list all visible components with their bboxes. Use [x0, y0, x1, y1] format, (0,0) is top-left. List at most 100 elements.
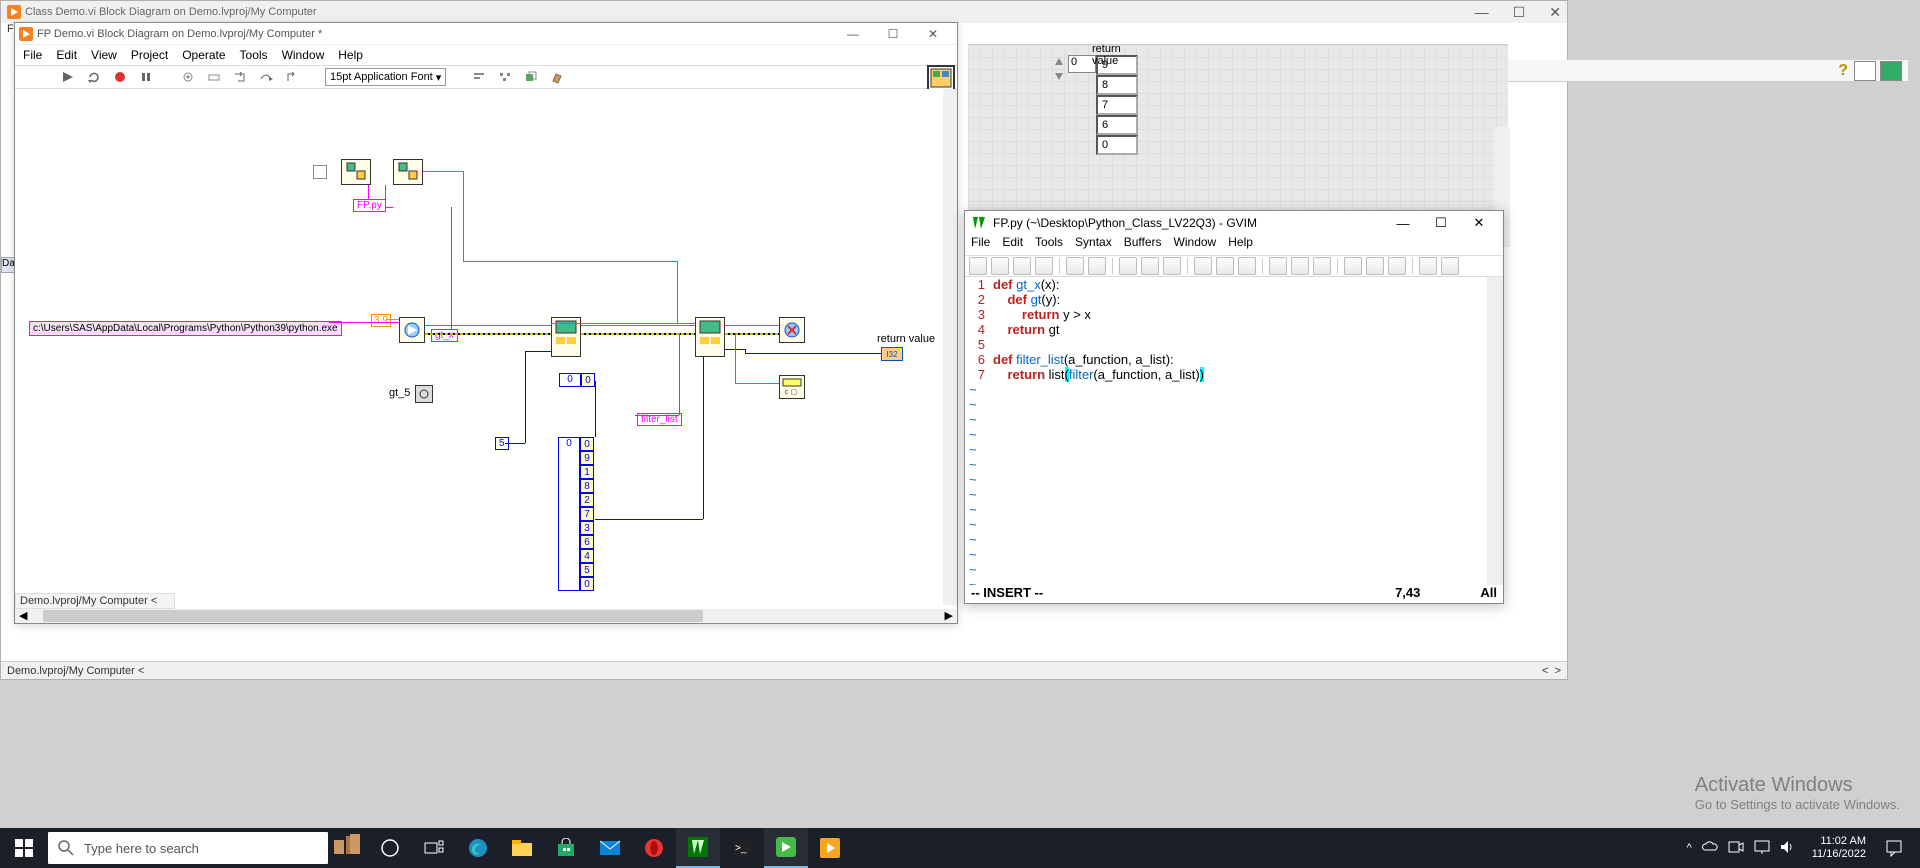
mail-icon[interactable] [588, 828, 632, 868]
gvim-minimize-icon[interactable]: — [1385, 212, 1421, 234]
step-over-icon[interactable] [257, 68, 275, 86]
array-cell[interactable]: 7 [1096, 95, 1138, 115]
block-diagram-canvas[interactable]: FP.py c:\Users\SAS\AppData\Local\Program… [15, 89, 943, 605]
tray-chevron-icon[interactable]: ^ [1687, 842, 1692, 854]
gvim-close-icon[interactable]: ✕ [1461, 212, 1497, 234]
explorer-icon[interactable] [500, 828, 544, 868]
task-view-icon[interactable] [412, 828, 456, 868]
media-player-icon[interactable] [808, 828, 852, 868]
gvim-findnext-icon[interactable] [1216, 257, 1234, 275]
abort-icon[interactable] [111, 68, 129, 86]
i32-terminal[interactable]: I32 [881, 347, 903, 361]
python-path-const[interactable]: c:\Users\SAS\AppData\Local\Programs\Pyth… [29, 321, 342, 336]
gvim-paste-icon[interactable] [1163, 257, 1181, 275]
menu-help[interactable]: Help [338, 48, 363, 62]
gvim-menu-file[interactable]: File [971, 235, 990, 255]
step-out-icon[interactable] [283, 68, 301, 86]
gvim-findprev-icon[interactable] [1238, 257, 1256, 275]
gvim-maximize-icon[interactable]: ☐ [1423, 212, 1459, 234]
lv-scroll-horizontal[interactable]: ▶ ◀ [15, 609, 957, 623]
gvim-saveall-icon[interactable] [1013, 257, 1031, 275]
distribute-icon[interactable] [496, 68, 514, 86]
gvim-open-icon[interactable] [969, 257, 987, 275]
array-const-b[interactable]: 0 09182736450 [558, 437, 594, 591]
tray-clock[interactable]: 11:02 AM 11/16/2022 [1804, 835, 1874, 861]
align-icon[interactable] [470, 68, 488, 86]
array-cell[interactable]: 8 [1096, 75, 1138, 95]
opera-icon[interactable] [632, 828, 676, 868]
python-version-const[interactable]: 3.9 [371, 314, 391, 327]
gvim-findHelp-icon[interactable] [1441, 257, 1459, 275]
highlight-exec-icon[interactable] [179, 68, 197, 86]
font-selector[interactable]: 15pt Application Font ▾ [325, 68, 446, 86]
cleanup-icon[interactable] [548, 68, 566, 86]
taskbar-search[interactable]: Type here to search [48, 832, 328, 864]
array-cell[interactable]: 6 [1096, 115, 1138, 135]
labview-task-icon[interactable] [764, 828, 808, 868]
reorder-icon[interactable] [522, 68, 540, 86]
step-into-icon[interactable] [231, 68, 249, 86]
edge-icon[interactable] [456, 828, 500, 868]
python-call-node-b[interactable] [695, 317, 725, 357]
action-center-icon[interactable] [1874, 839, 1914, 857]
lv-scroll-vertical[interactable] [943, 89, 957, 605]
menu-operate[interactable]: Operate [182, 48, 225, 62]
retain-wire-icon[interactable] [205, 68, 223, 86]
idx-spinner-up-icon[interactable] [1052, 55, 1066, 69]
gvim-print-icon[interactable] [1035, 257, 1053, 275]
gvim-undo-icon[interactable] [1066, 257, 1084, 275]
pause-icon[interactable] [137, 68, 155, 86]
menu-edit[interactable]: Edit [56, 48, 77, 62]
lv-titlebar[interactable]: FP Demo.vi Block Diagram on Demo.lvproj/… [15, 23, 957, 45]
gvim-menu-buffers[interactable]: Buffers [1124, 235, 1162, 255]
close-session-node[interactable] [779, 317, 805, 343]
bg-maximize-icon[interactable]: ☐ [1513, 4, 1526, 21]
gt5-ref-node[interactable] [415, 385, 433, 403]
gvim-menu-help[interactable]: Help [1228, 235, 1253, 255]
gvim-help-icon[interactable] [1419, 257, 1437, 275]
vi-icon-box[interactable] [927, 65, 955, 91]
array-const-a[interactable]: 0 0 [559, 373, 595, 387]
tray-onedrive-icon[interactable] [1702, 841, 1718, 856]
minimize-icon[interactable]: — [833, 24, 873, 44]
start-button[interactable] [0, 828, 48, 868]
lv-scroll-thumb[interactable] [43, 610, 703, 622]
menu-view[interactable]: View [91, 48, 117, 62]
store-icon[interactable] [544, 828, 588, 868]
bg-close-icon[interactable]: ✕ [1549, 4, 1561, 21]
gvim-shell-icon[interactable] [1366, 257, 1384, 275]
gvim-cut-icon[interactable] [1119, 257, 1137, 275]
run-continuous-icon[interactable] [85, 68, 103, 86]
terminal-icon[interactable]: >_ [720, 828, 764, 868]
gvim-titlebar[interactable]: FP.py (~\Desktop\Python_Class_LV22Q3) - … [965, 211, 1503, 235]
python-open-node[interactable] [341, 159, 371, 185]
gvim-redo-icon[interactable] [1088, 257, 1106, 275]
gvim-session-load-icon[interactable] [1269, 257, 1287, 275]
menu-file[interactable]: File [23, 48, 42, 62]
menu-project[interactable]: Project [131, 48, 168, 62]
gvim-scroll-vertical[interactable] [1487, 277, 1503, 585]
fp-grid-icon[interactable] [1854, 61, 1876, 81]
bg-minimize-icon[interactable]: — [1475, 4, 1489, 21]
gvim-editor[interactable]: 1def gt_x(x):2 def gt(y):3 return y > x4… [965, 277, 1487, 585]
array-cell[interactable]: 0 [1096, 135, 1138, 155]
tray-volume-icon[interactable] [1780, 840, 1796, 857]
open-python-session-node[interactable] [399, 317, 425, 343]
gvim-script-icon[interactable] [1313, 257, 1331, 275]
gvim-menu-edit[interactable]: Edit [1002, 235, 1023, 255]
gvim-make-icon[interactable] [1344, 257, 1362, 275]
run-icon[interactable] [59, 68, 77, 86]
gvim-menu-syntax[interactable]: Syntax [1075, 235, 1112, 255]
cortana-icon[interactable] [368, 828, 412, 868]
fp-help-icon[interactable]: ? [1838, 62, 1848, 80]
python-node-2[interactable] [393, 159, 423, 185]
gvim-menu-tools[interactable]: Tools [1035, 235, 1063, 255]
gvim-session-save-icon[interactable] [1291, 257, 1309, 275]
menu-tools[interactable]: Tools [240, 48, 268, 62]
idx-spinner-down-icon[interactable] [1052, 69, 1066, 83]
menu-window[interactable]: Window [282, 48, 325, 62]
maximize-icon[interactable]: ☐ [873, 24, 913, 44]
tray-network-icon[interactable] [1754, 840, 1770, 857]
gvim-ctags-icon[interactable] [1388, 257, 1406, 275]
fp-vi-icon[interactable] [1880, 61, 1902, 81]
